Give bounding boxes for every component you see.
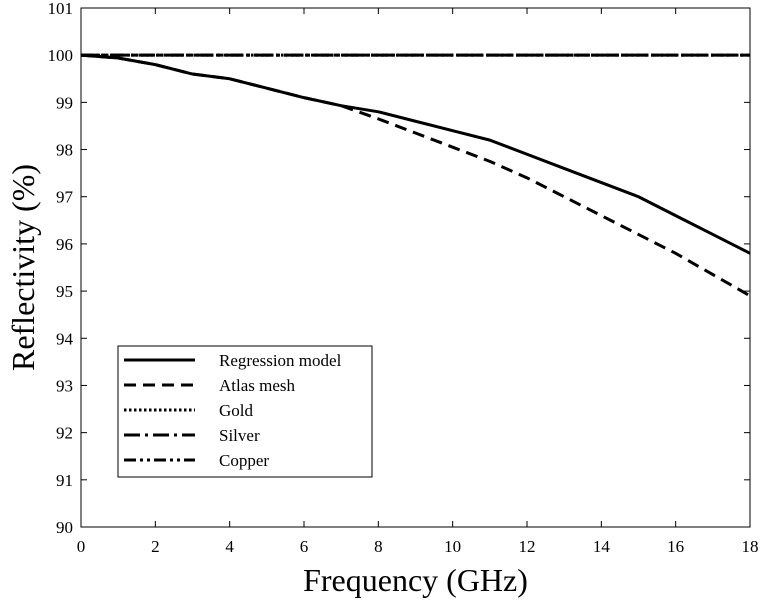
y-tick-label: 99 [56,93,73,112]
x-tick-label: 0 [77,537,86,556]
legend: Regression model Atlas mesh Gold Silver Copp… [117,345,373,478]
x-axis-title: Frequency (GHz) [303,562,528,598]
legend-label: Copper [219,451,269,470]
y-tick-label: 91 [56,471,73,490]
x-tick-label: 18 [742,537,759,556]
legend-label: Silver [219,426,260,445]
x-tick-label: 12 [519,537,536,556]
series-line-atlas-mesh [80,53,751,298]
legend-label: Atlas mesh [219,376,296,395]
plot-frame [80,7,751,528]
y-tick-label: 92 [56,424,73,443]
ticks-layer: 0 2 4 6 8 10 12 14 16 18 90 91 92 93 94 95 96 97 98 99 100 10… [48,0,759,556]
y-tick-label: 96 [56,235,73,254]
y-tick-label: 100 [48,46,74,65]
legend-label: Regression model [219,351,342,370]
y-tick-label: 93 [56,376,73,395]
x-tick-label: 8 [374,537,383,556]
y-tick-label: 97 [56,188,74,207]
series-layer [80,53,751,298]
x-tick-label: 14 [593,537,611,556]
x-tick-label: 2 [151,537,160,556]
y-tick-label: 90 [56,518,73,537]
y-axis-title: Reflectivity (%) [5,164,41,371]
x-tick-label: 6 [300,537,309,556]
legend-label: Gold [219,401,254,420]
series-line-regression-model [80,53,751,255]
x-tick-label: 10 [444,537,461,556]
y-tick-label: 94 [56,329,74,348]
x-tick-label: 16 [667,537,684,556]
y-tick-label: 95 [56,282,73,301]
x-tick-label: 4 [225,537,234,556]
y-tick-label: 101 [48,0,74,18]
y-tick-label: 98 [56,141,73,160]
